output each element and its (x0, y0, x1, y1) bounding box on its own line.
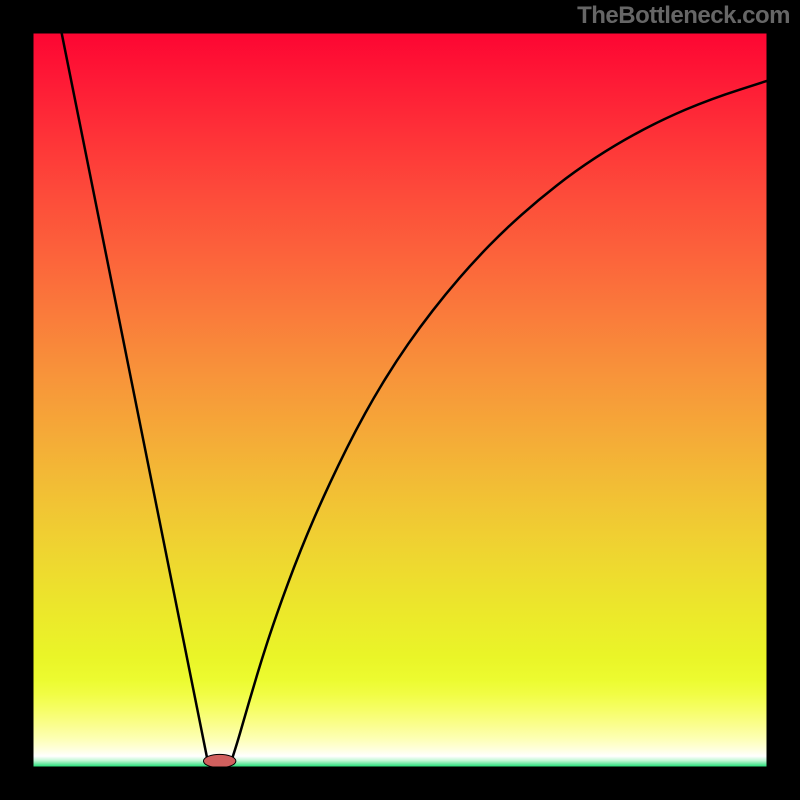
watermark-text: TheBottleneck.com (577, 2, 790, 30)
bottom-marker (203, 754, 235, 767)
chart-svg (0, 0, 800, 800)
gradient-background (32, 32, 768, 768)
chart-container: TheBottleneck.com (0, 0, 800, 800)
plot-area (32, 32, 768, 768)
